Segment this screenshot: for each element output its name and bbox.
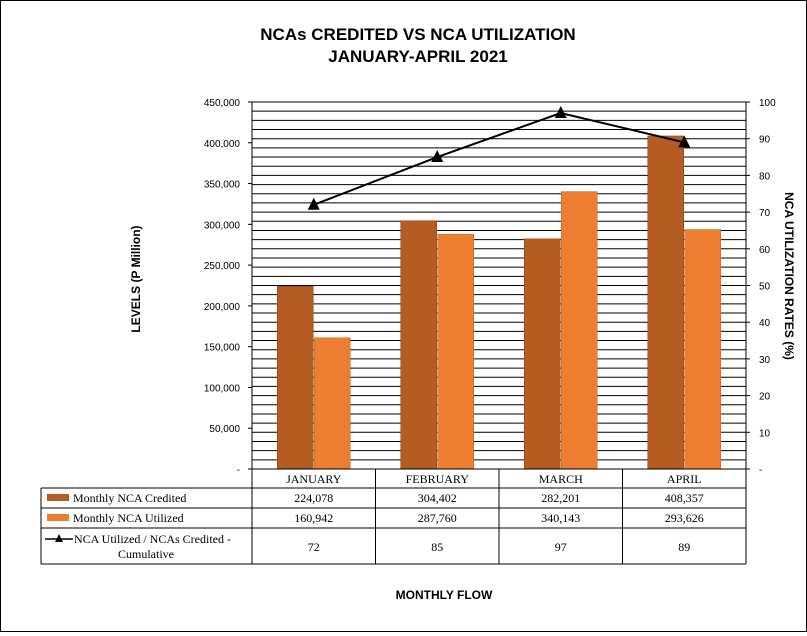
legend-triangle-icon	[55, 534, 63, 542]
legend-swatch-credited	[47, 494, 69, 501]
right-tick-label: 50	[759, 282, 771, 293]
right-tick-label: 20	[759, 392, 771, 403]
table-value: 97	[555, 540, 567, 554]
left-tick-label: 150,000	[204, 343, 241, 354]
utilization-marker	[431, 150, 444, 163]
right-tick-label: 90	[759, 135, 771, 146]
bar-utilized	[314, 337, 351, 470]
y-axis-title: LEVELS (P Million)	[129, 225, 143, 332]
right-tick-label: 70	[759, 208, 771, 219]
left-tick-label: 300,000	[204, 220, 241, 231]
right-tick-label: -	[759, 465, 762, 476]
bar-utilized	[437, 234, 474, 470]
right-axis-ticks: - 10 20 30 40 50 60 70 80 90 100	[746, 98, 776, 476]
left-axis-ticks: - 50,000 100,000 150,000 200,000 250,000 300,0…	[204, 98, 252, 476]
bar-credited	[400, 220, 437, 470]
left-tick-label: 450,000	[204, 98, 241, 109]
right-tick-label: 10	[759, 428, 771, 439]
table-value: 340,143	[541, 511, 580, 525]
table-value: 282,201	[541, 491, 580, 505]
bar-credited	[647, 135, 684, 470]
table-value: 287,760	[418, 511, 457, 525]
y2-axis-title: NCA UTILIZATION RATES (%)	[782, 192, 796, 360]
bar-utilized	[561, 191, 598, 470]
table-value: 293,626	[665, 511, 704, 525]
left-tick-label: 50,000	[209, 424, 240, 435]
left-tick-label: 200,000	[204, 302, 241, 313]
category-label: APRIL	[667, 472, 702, 486]
category-label: JANUARY	[286, 472, 342, 486]
left-tick-label: 100,000	[204, 383, 241, 394]
legend-label-rate-line2: Cumulative	[118, 547, 174, 561]
table-value: 304,402	[418, 491, 457, 505]
bar-utilized	[684, 229, 721, 470]
utilization-line	[307, 106, 691, 210]
table-value: 224,078	[294, 491, 333, 505]
category-label: MARCH	[539, 472, 583, 486]
legend-label-utilized: Monthly NCA Utilized	[73, 511, 184, 525]
legend-label-rate-line1: NCA Utilized / NCAs Credited -	[74, 532, 231, 546]
data-table: JANUARY FEBRUARY MARCH APRIL Monthly NCA Cre…	[40, 468, 747, 565]
left-tick-label: -	[237, 465, 240, 476]
chart-subtitle: JANUARY-APRIL 2021	[328, 47, 508, 66]
utilization-marker	[554, 106, 567, 119]
right-tick-label: 30	[759, 355, 771, 366]
x-axis-title: MONTHLY FLOW	[396, 588, 493, 602]
table-value: 160,942	[294, 511, 333, 525]
table-value: 89	[678, 540, 690, 554]
table-value: 72	[308, 540, 320, 554]
table-value: 408,357	[665, 491, 704, 505]
chart-title: NCAs CREDITED VS NCA UTILIZATION	[260, 25, 575, 44]
left-tick-label: 400,000	[204, 139, 241, 150]
bar-credited	[277, 286, 314, 470]
legend-label-credited: Monthly NCA Credited	[73, 491, 186, 505]
bar-credited	[524, 238, 561, 470]
left-tick-label: 350,000	[204, 180, 241, 191]
right-tick-label: 100	[759, 98, 776, 109]
right-tick-label: 80	[759, 171, 771, 182]
table-value: 85	[431, 540, 443, 554]
utilization-line-path	[313, 111, 685, 206]
utilization-marker	[678, 135, 691, 148]
right-tick-label: 60	[759, 245, 771, 256]
category-label: FEBRUARY	[406, 472, 470, 486]
left-tick-label: 250,000	[204, 261, 241, 272]
right-tick-label: 40	[759, 318, 771, 329]
legend-swatch-utilized	[47, 514, 69, 521]
bars	[277, 135, 721, 470]
utilization-marker	[307, 197, 320, 210]
